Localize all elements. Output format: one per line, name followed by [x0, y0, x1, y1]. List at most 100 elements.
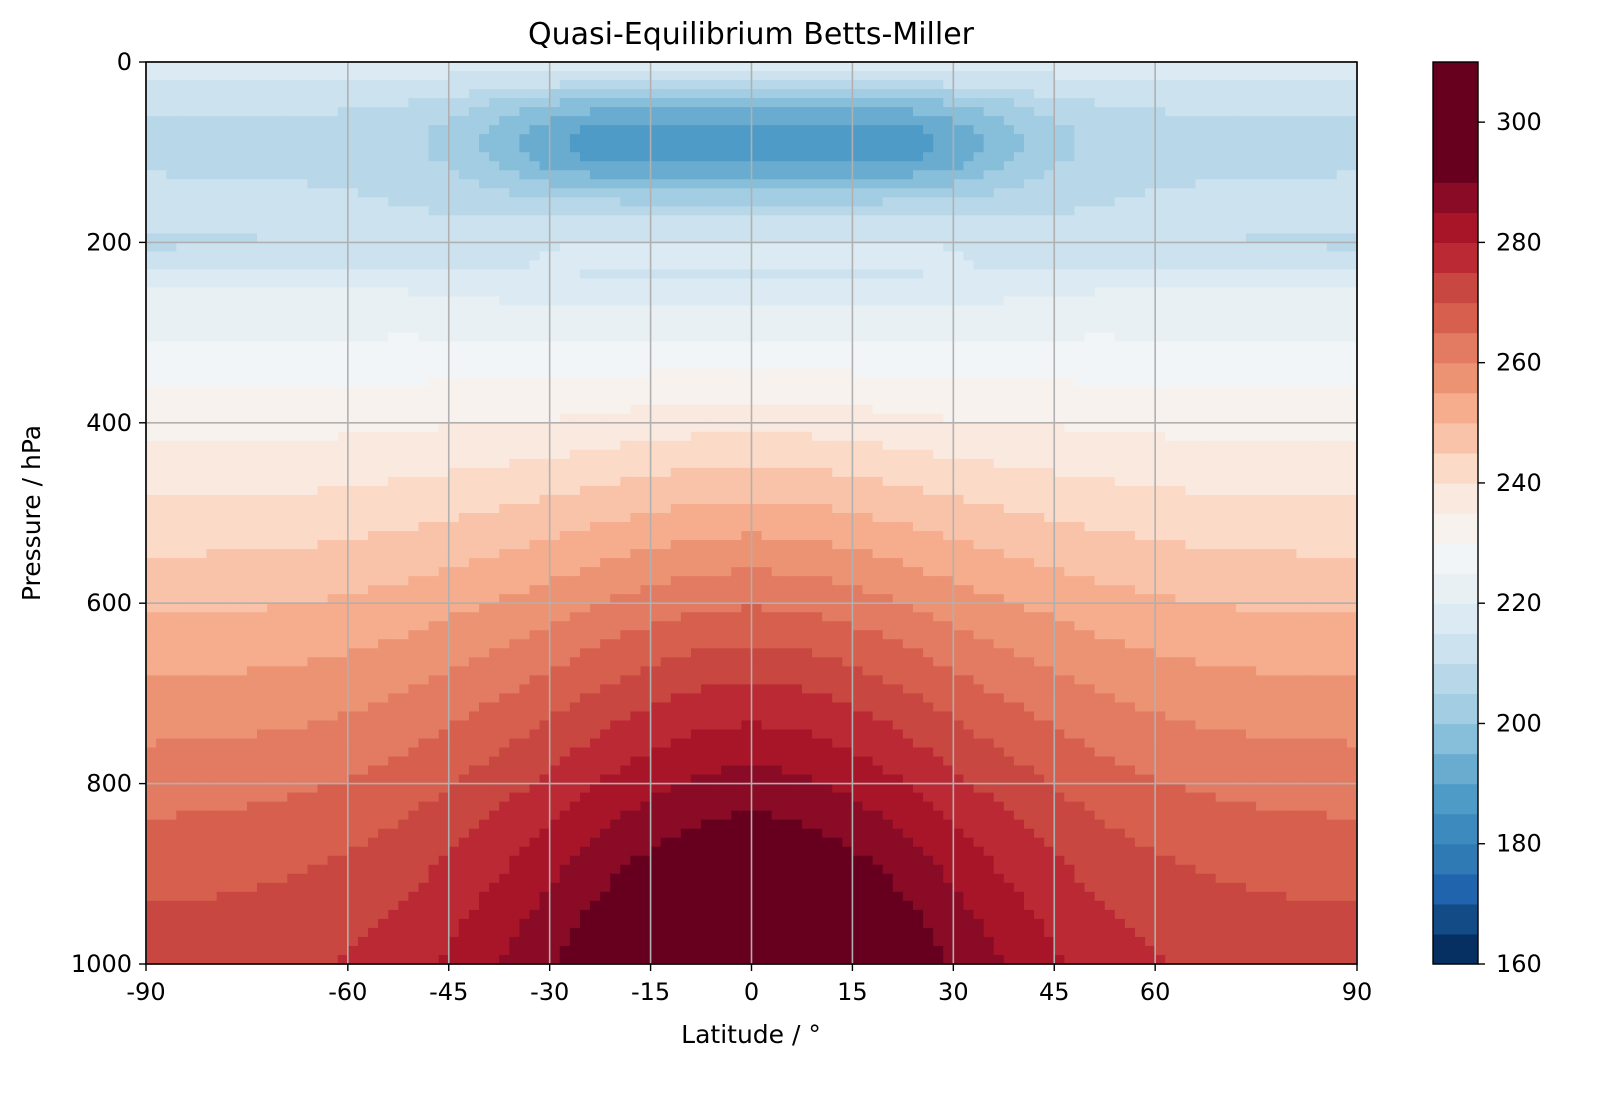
contour-cell	[1023, 233, 1035, 243]
contour-cell	[640, 332, 652, 343]
contour-cell	[347, 260, 359, 271]
contour-cell	[701, 359, 712, 370]
contour-cell	[549, 278, 561, 289]
contour-cell	[1054, 242, 1065, 253]
contour-cell	[1346, 287, 1358, 298]
contour-cell	[347, 287, 359, 298]
contour-cell	[610, 305, 621, 316]
contour-cell	[408, 359, 420, 370]
contour-cell	[337, 143, 349, 153]
contour-cell	[1256, 107, 1267, 117]
contour-cell	[630, 323, 642, 334]
contour-cell	[923, 413, 934, 424]
contour-cell	[801, 233, 813, 243]
contour-cell	[539, 269, 551, 280]
contour-cell	[902, 413, 914, 424]
contour-cell	[1034, 368, 1045, 379]
contour-cell	[246, 215, 258, 225]
contour-cell	[791, 314, 803, 325]
contour-cell	[801, 368, 813, 379]
contour-cell	[822, 413, 833, 424]
contour-cell	[579, 215, 591, 225]
contour-cell	[277, 278, 288, 289]
contour-cell	[650, 80, 662, 90]
contour-cell	[701, 287, 712, 298]
contour-cell	[1286, 287, 1298, 298]
contour-cell	[479, 62, 490, 72]
contour-cell	[640, 224, 652, 234]
contour-cell	[489, 269, 500, 280]
contour-cell	[771, 170, 783, 180]
contour-cell	[186, 233, 198, 243]
contour-cell	[519, 233, 531, 243]
contour-cell	[458, 179, 470, 189]
contour-cell	[408, 152, 420, 162]
contour-cell	[559, 206, 571, 216]
contour-cell	[1286, 386, 1298, 397]
contour-cell	[236, 170, 248, 180]
contour-cell	[1296, 386, 1308, 397]
contour-cell	[701, 71, 712, 81]
contour-cell	[771, 332, 783, 343]
contour-cell	[368, 422, 379, 433]
contour-cell	[862, 224, 874, 234]
contour-cell	[1054, 359, 1065, 370]
contour-cell	[428, 422, 440, 433]
contour-cell	[1074, 116, 1086, 126]
contour-cell	[458, 116, 470, 126]
contour-cell	[1296, 143, 1308, 153]
contour-cell	[701, 107, 712, 117]
contour-cell	[1013, 413, 1025, 424]
contour-cell	[1175, 422, 1187, 433]
contour-cell	[1195, 170, 1207, 180]
contour-cell	[963, 386, 975, 397]
contour-cell	[690, 332, 702, 343]
contour-cell	[479, 251, 490, 262]
contour-cell	[610, 359, 621, 370]
contour-cell	[378, 413, 389, 424]
contour-cell	[751, 89, 763, 99]
contour-cell	[902, 278, 914, 289]
contour-cell	[176, 170, 187, 180]
contour-cell	[337, 269, 349, 280]
contour-cell	[1094, 260, 1106, 271]
contour-cell	[267, 251, 278, 262]
contour-cell	[156, 161, 167, 171]
contour-cell	[499, 206, 510, 216]
contour-cell	[1195, 377, 1207, 388]
contour-cell	[1134, 386, 1146, 397]
contour-cell	[983, 116, 995, 126]
contour-cell	[499, 350, 510, 361]
contour-cell	[701, 413, 712, 424]
contour-cell	[953, 80, 965, 90]
contour-cell	[1044, 251, 1055, 262]
contour-cell	[1134, 368, 1146, 379]
contour-cell	[216, 197, 228, 207]
contour-cell	[1054, 62, 1065, 72]
contour-cell	[418, 152, 430, 162]
contour-cell	[408, 125, 420, 135]
contour-cell	[277, 80, 288, 90]
contour-cell	[1245, 179, 1257, 189]
contour-cell	[1044, 233, 1055, 243]
contour-cell	[1124, 287, 1136, 298]
contour-cell	[933, 134, 944, 144]
contour-cell	[448, 134, 460, 144]
contour-cell	[1003, 242, 1015, 253]
contour-cell	[660, 125, 672, 135]
contour-cell	[388, 215, 399, 225]
contour-cell	[1013, 170, 1025, 180]
contour-cell	[297, 89, 309, 99]
contour-cell	[489, 134, 500, 144]
contour-cell	[448, 278, 460, 289]
contour-cell	[1155, 314, 1166, 325]
contour-cell	[902, 224, 914, 234]
contour-cell	[1114, 161, 1126, 171]
contour-cell	[1195, 116, 1207, 126]
contour-cell	[1266, 395, 1277, 406]
contour-cell	[1054, 395, 1065, 406]
contour-cell	[1296, 161, 1308, 171]
contour-cell	[1094, 314, 1106, 325]
contour-cell	[257, 395, 268, 406]
contour-cell	[680, 206, 692, 216]
